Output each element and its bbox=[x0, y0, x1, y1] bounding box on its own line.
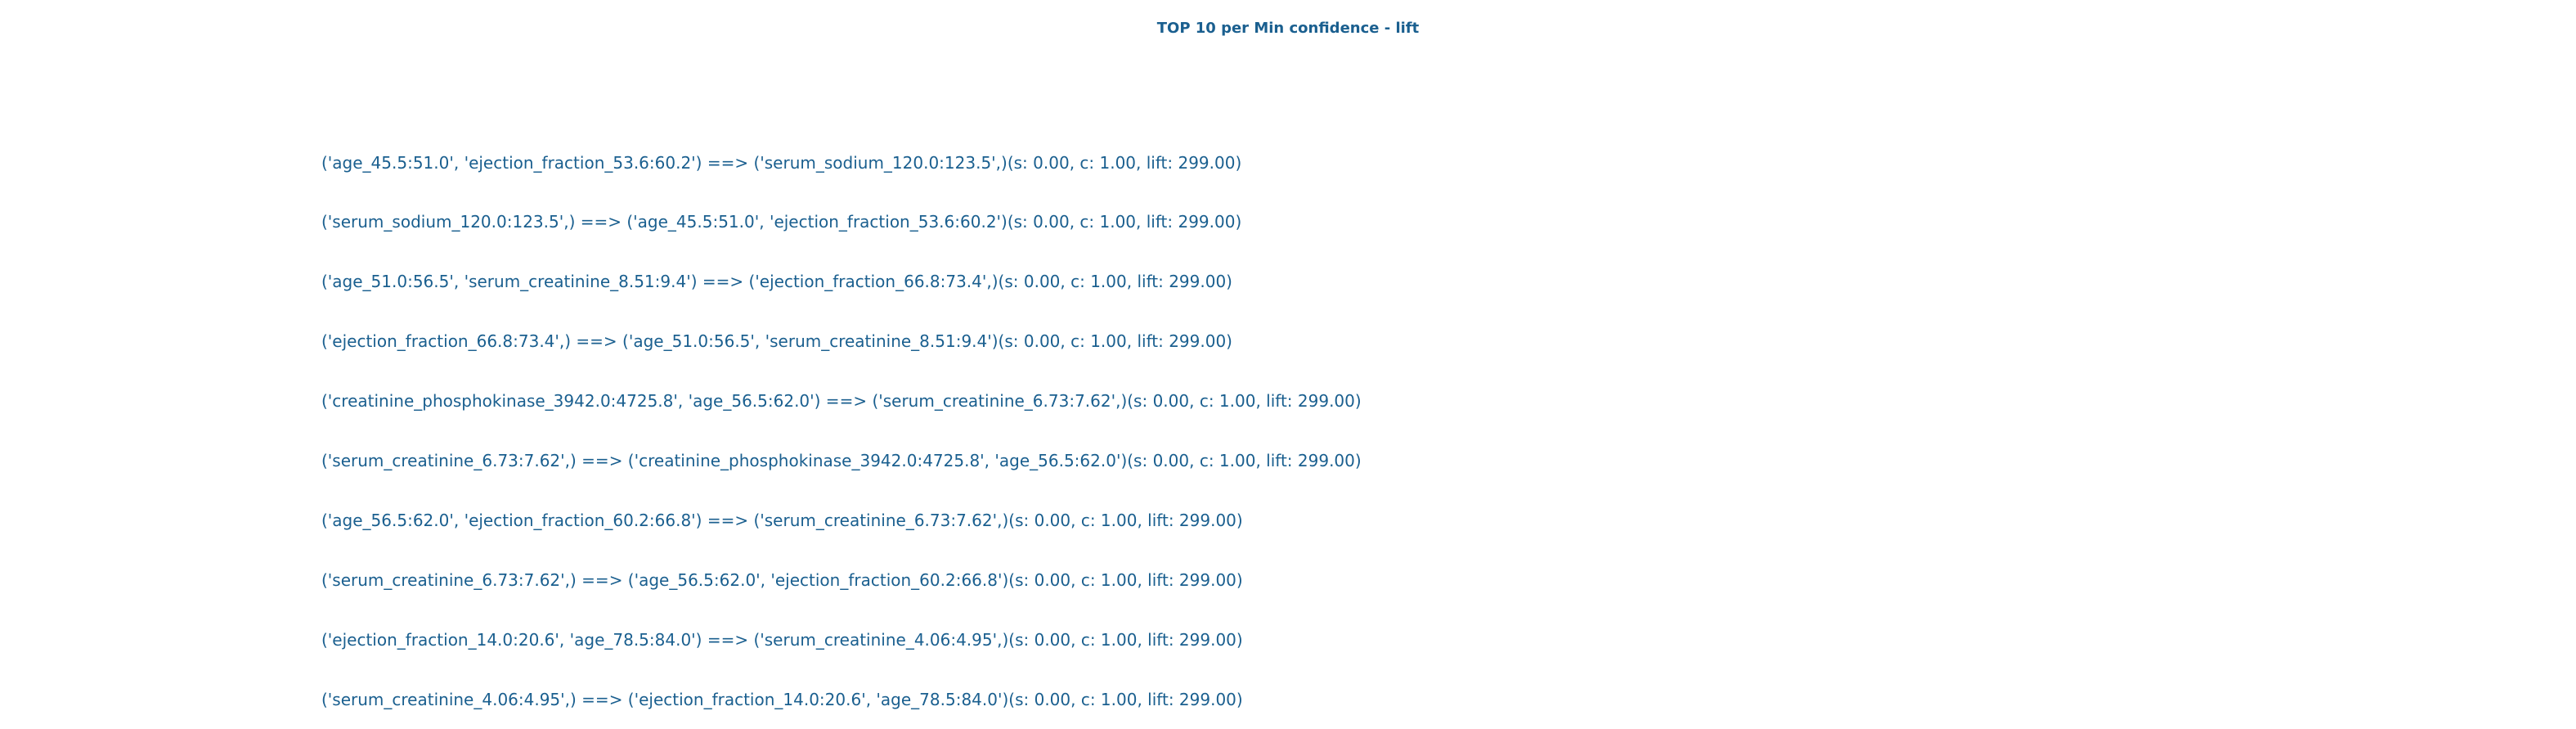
rule-item-8: ('serum_creatinine_6.73:7.62',) ==> ('ag… bbox=[321, 569, 1243, 590]
rule-item-3: ('age_51.0:56.5', 'serum_creatinine_8.51… bbox=[321, 272, 1232, 292]
rule-list: ('age_45.5:51.0', 'ejection_fraction_53.… bbox=[321, 113, 1362, 729]
page-title: TOP 10 per Min confidence - lift bbox=[1156, 20, 1420, 37]
rule-item-2: ('serum_sodium_120.0:123.5',) ==> ('age_… bbox=[321, 212, 1242, 232]
rule-item-1: ('age_45.5:51.0', 'ejection_fraction_53.… bbox=[321, 152, 1242, 173]
rule-item-7: ('age_56.5:62.0', 'ejection_fraction_60.… bbox=[321, 510, 1243, 530]
rule-item-5: ('creatinine_phosphokinase_3942.0:4725.8… bbox=[321, 391, 1362, 412]
rule-item-9: ('ejection_fraction_14.0:20.6', 'age_78.… bbox=[321, 629, 1243, 650]
rule-item-4: ('ejection_fraction_66.8:73.4',) ==> ('a… bbox=[321, 331, 1232, 352]
rule-item-10: ('serum_creatinine_4.06:4.95',) ==> ('ej… bbox=[321, 689, 1243, 709]
rule-item-6: ('serum_creatinine_6.73:7.62',) ==> ('cr… bbox=[321, 451, 1362, 471]
